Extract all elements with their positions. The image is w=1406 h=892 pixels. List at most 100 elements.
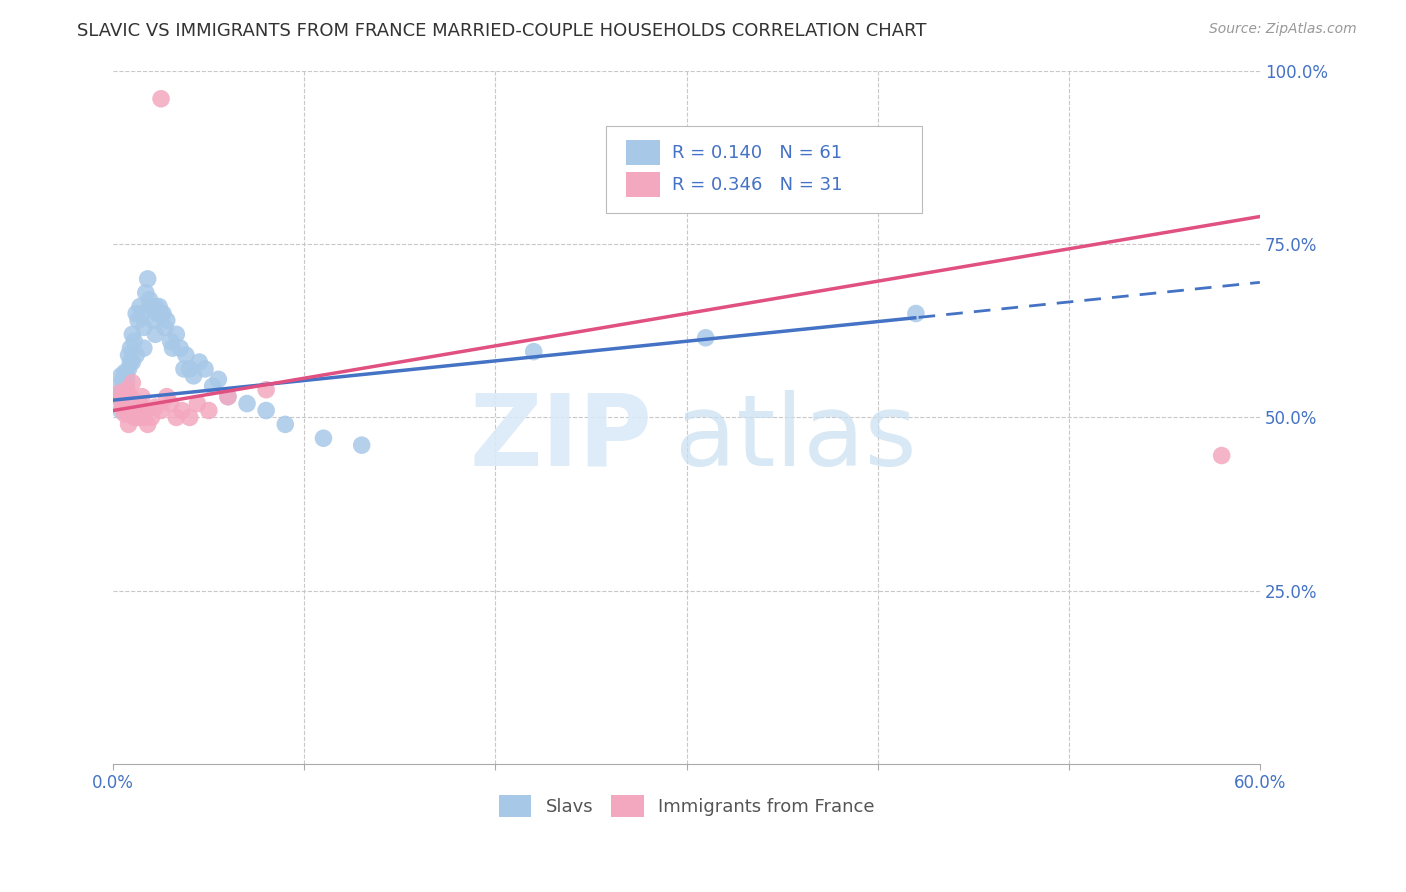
Point [173,362,195,376]
Point [217,390,239,404]
Point [904,306,927,320]
Legend: Slavs, Immigrants from France: Slavs, Immigrants from France [491,788,882,824]
Point [153,320,176,334]
Point [115,403,138,417]
Point [111,400,134,414]
Point [125,348,148,362]
Text: ZIP: ZIP [470,390,652,487]
Point [120,355,142,369]
Point [1211,449,1233,463]
Point [170,403,193,417]
Point [150,306,173,320]
Point [183,368,205,383]
Point [111,383,134,397]
Point [108,386,131,401]
Point [120,390,142,404]
Point [254,403,277,417]
Point [188,355,211,369]
Point [110,403,132,417]
Point [114,379,136,393]
Point [115,368,138,383]
Point [274,417,297,432]
Point [143,327,166,342]
Point [254,383,277,397]
Point [117,362,139,376]
Point [127,410,149,425]
Point [143,400,166,414]
Point [138,293,160,307]
Point [115,376,138,390]
Point [142,313,165,327]
Point [159,396,181,410]
Bar [626,172,661,197]
Point [132,341,155,355]
Point [236,396,259,410]
Point [169,341,191,355]
Point [156,390,179,404]
Point [120,341,142,355]
Point [124,334,146,349]
Point [114,393,136,408]
Point [121,376,143,390]
Point [150,403,173,417]
Point [131,390,153,404]
Point [127,313,149,327]
Point [156,313,179,327]
Point [179,410,201,425]
Point [121,355,143,369]
Text: SLAVIC VS IMMIGRANTS FROM FRANCE MARRIED-COUPLE HOUSEHOLDS CORRELATION CHART: SLAVIC VS IMMIGRANTS FROM FRANCE MARRIED… [77,22,927,40]
Point [105,390,128,404]
Point [108,379,131,393]
Point [135,403,157,417]
Point [136,417,159,432]
Point [124,410,146,425]
Point [110,393,132,408]
Point [141,410,163,425]
Point [121,327,143,342]
Point [136,272,159,286]
Point [141,300,163,314]
Point [114,366,136,380]
Point [111,396,134,410]
Point [207,372,229,386]
Point [110,368,132,383]
Point [115,383,138,397]
Point [186,396,208,410]
Point [159,334,181,349]
Point [117,348,139,362]
Point [129,300,152,314]
Point [162,341,184,355]
Point [201,379,224,393]
Point [179,362,201,376]
Point [695,331,717,345]
Point [150,92,173,106]
Point [129,396,152,410]
Point [114,407,136,421]
Point [165,327,187,342]
Point [132,410,155,425]
Point [117,417,139,432]
Point [165,410,187,425]
Point [174,348,197,362]
Point [198,403,221,417]
Text: Source: ZipAtlas.com: Source: ZipAtlas.com [1209,22,1357,37]
Text: atlas: atlas [675,390,917,487]
Point [125,403,148,417]
Point [194,362,217,376]
Point [132,320,155,334]
Point [125,306,148,320]
Point [152,306,174,320]
FancyBboxPatch shape [606,127,921,213]
Point [523,344,546,359]
Point [143,300,166,314]
Point [217,390,239,404]
Point [135,285,157,300]
Point [115,390,138,404]
Point [312,431,335,445]
Point [350,438,373,452]
Text: R = 0.346   N = 31: R = 0.346 N = 31 [672,176,842,194]
Point [131,306,153,320]
Text: R = 0.140   N = 61: R = 0.140 N = 61 [672,144,842,161]
Bar [626,140,661,165]
Point [146,306,169,320]
